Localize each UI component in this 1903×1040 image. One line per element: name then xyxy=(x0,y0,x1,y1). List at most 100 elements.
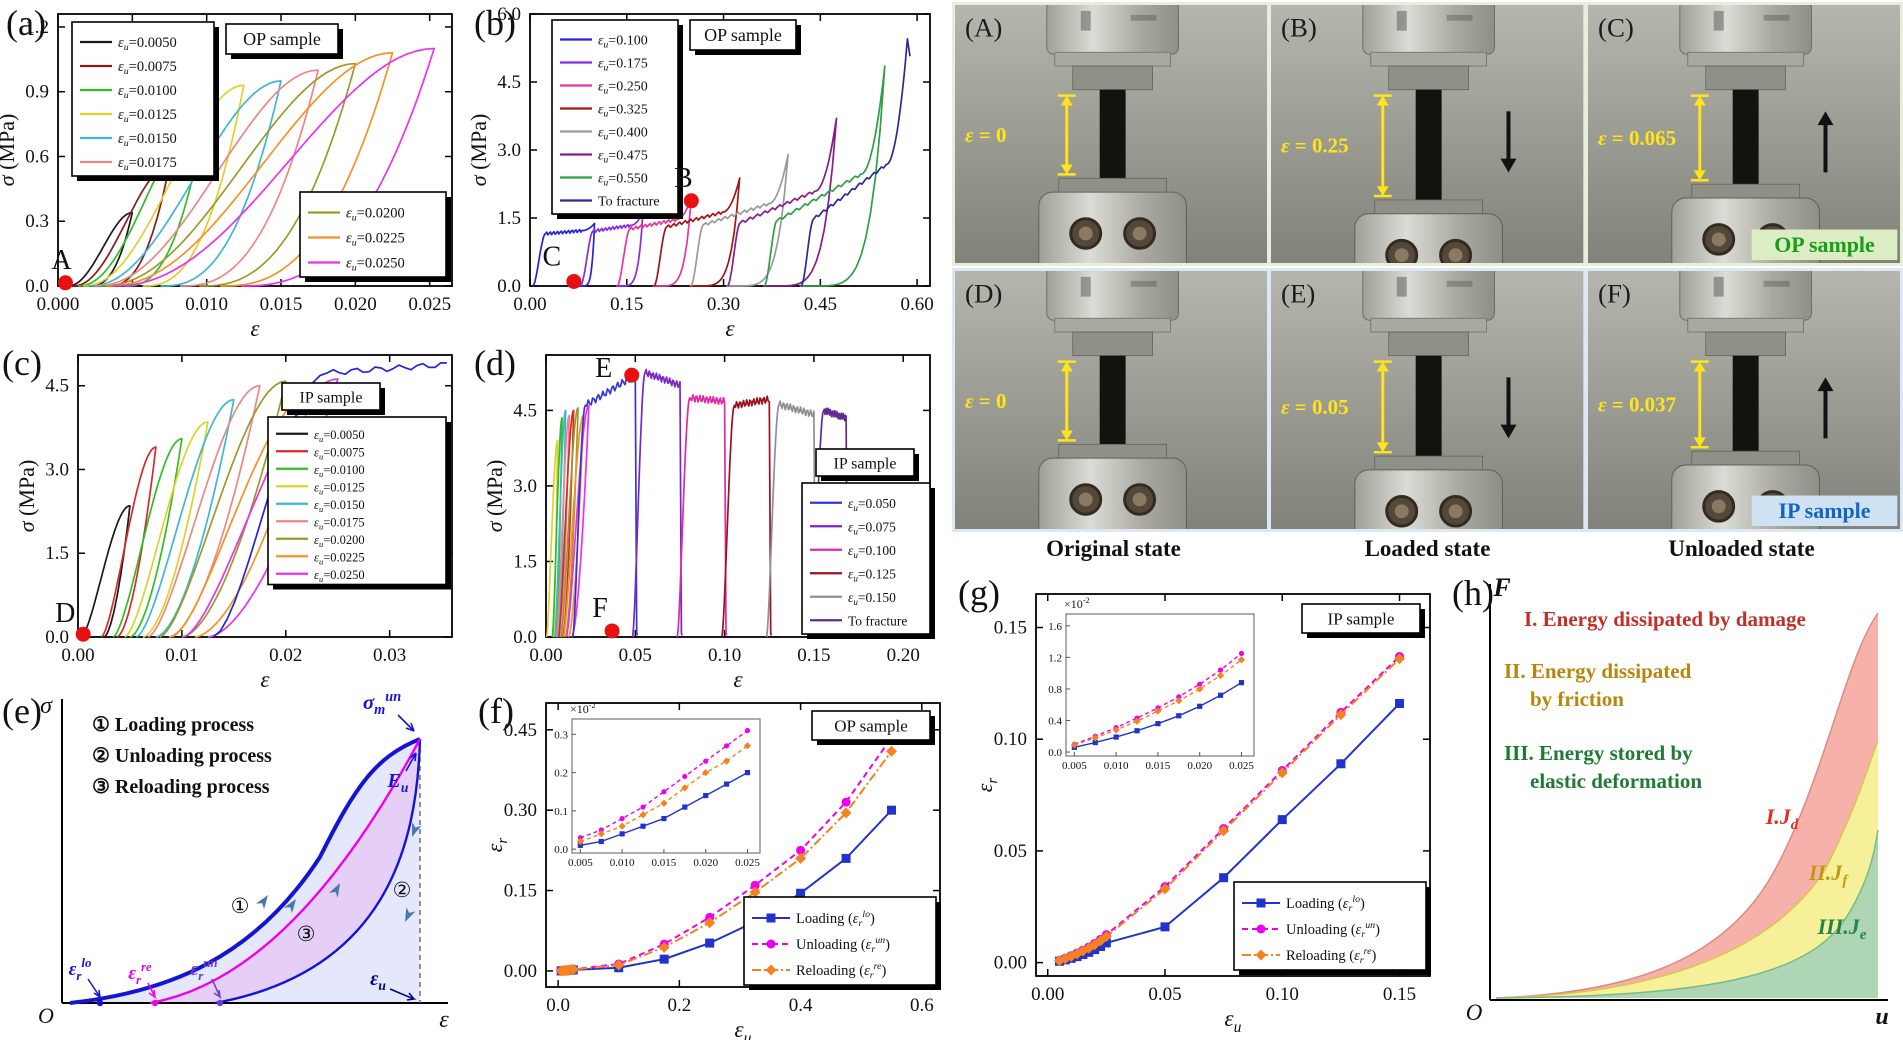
svg-text:0.00: 0.00 xyxy=(529,645,562,666)
caption-loaded-state: Loaded state xyxy=(1364,536,1491,561)
bottom-grip xyxy=(1038,191,1188,351)
svg-text:0.015: 0.015 xyxy=(260,294,303,315)
unloading-curve xyxy=(214,738,422,1005)
svg-text:by friction: by friction xyxy=(1530,687,1624,711)
svg-text:OP sample: OP sample xyxy=(1774,233,1875,257)
photo-cell-F: ε = 0.037 (F) IP sample xyxy=(1587,262,1900,624)
svg-text:1.5: 1.5 xyxy=(45,543,69,564)
panel-label-d: (d) xyxy=(474,343,516,383)
series-ε_u=0.125 xyxy=(721,395,773,638)
sample-banner xyxy=(1751,229,1897,261)
svg-text:σ (MPa): σ (MPa) xyxy=(0,114,19,187)
top-grip xyxy=(1362,0,1496,55)
svg-text:0.00: 0.00 xyxy=(504,961,537,982)
photo-cell-A: ε = 0 (A) xyxy=(955,0,1268,351)
panel-label-c: (c) xyxy=(2,343,42,383)
svg-text:ε: ε xyxy=(250,316,260,337)
svg-text:1.5: 1.5 xyxy=(497,208,521,229)
svg-text:IP sample: IP sample xyxy=(1328,610,1395,629)
series-ε_u=0.0200 xyxy=(100,62,357,287)
svg-text:0.2: 0.2 xyxy=(554,768,568,780)
svg-text:Reloading (εrre): Reloading (εrre) xyxy=(796,961,886,981)
svg-text:0.4: 0.4 xyxy=(1048,716,1062,728)
svg-text:6.0: 6.0 xyxy=(497,4,521,25)
series-sloop xyxy=(553,409,567,638)
reloading-curve xyxy=(149,738,422,1005)
svg-text:0.10: 0.10 xyxy=(708,645,741,666)
svg-text:OP sample: OP sample xyxy=(243,29,321,49)
svg-text:ε: ε xyxy=(725,316,735,337)
svg-text:0.05: 0.05 xyxy=(619,645,652,666)
svg-text:εu=0.0150: εu=0.0150 xyxy=(118,131,177,149)
svg-text:0.000: 0.000 xyxy=(37,294,80,315)
svg-text:ε: ε xyxy=(439,1007,449,1033)
svg-text:0.05: 0.05 xyxy=(1148,984,1181,1005)
region-friction xyxy=(1496,740,1878,998)
photo-(C): ε = 0.065 (C) OP sample xyxy=(1587,0,1900,357)
specimen xyxy=(1732,355,1759,452)
sample-banner xyxy=(1751,495,1897,527)
svg-text:0.20: 0.20 xyxy=(887,645,920,666)
series-ε_u=0.550 xyxy=(763,65,886,287)
photo-cell-E: ε = 0.05 (E) xyxy=(1271,262,1584,628)
svg-text:σmun: σmun xyxy=(363,689,401,718)
series-ε_u=0.175 xyxy=(579,211,644,287)
series-ε_u=0.0125 xyxy=(83,84,245,287)
svg-text:ε = 0.065: ε = 0.065 xyxy=(1598,126,1676,150)
series-ε_u=0.100 xyxy=(676,394,728,638)
point-A xyxy=(57,275,73,291)
svg-text:εu=0.400: εu=0.400 xyxy=(598,126,648,143)
svg-text:O: O xyxy=(38,1003,54,1028)
svg-text:0.0: 0.0 xyxy=(45,627,69,648)
svg-text:Unloading (εrun): Unloading (εrun) xyxy=(796,935,890,955)
svg-text:(C): (C) xyxy=(1598,13,1634,43)
point-C xyxy=(566,273,582,289)
schematic-e: σ ε O ① Loading process ② Unloading process ③… xyxy=(38,689,449,1033)
series-ε_u=0.050 xyxy=(571,372,639,638)
svg-text:0.005: 0.005 xyxy=(111,294,154,315)
svg-text:1.5: 1.5 xyxy=(513,551,537,572)
svg-text:εu=0.0200: εu=0.0200 xyxy=(346,206,405,224)
svg-text:εu=0.0075: εu=0.0075 xyxy=(314,445,365,461)
schematic-e-loading-cycle: σ ε O ① Loading process ② Unloading process ③… xyxy=(0,687,472,1040)
svg-text:3.0: 3.0 xyxy=(513,476,537,497)
svg-text:εu=0.0050: εu=0.0050 xyxy=(118,35,177,53)
panel-label-f: (f) xyxy=(478,691,514,731)
series-ε_u=0.0125 xyxy=(124,421,209,638)
series-ε_u=0.0175 xyxy=(94,69,320,287)
series-To fracture xyxy=(800,38,911,287)
point-F xyxy=(604,623,620,639)
bottom-grip xyxy=(1354,213,1504,372)
svg-text:E: E xyxy=(595,353,612,384)
photo-(E): ε = 0.05 (E) xyxy=(1271,262,1584,628)
series-ε_u=0.0075 xyxy=(100,446,157,638)
svg-text:σ: σ xyxy=(40,693,53,719)
svg-text:F: F xyxy=(1492,573,1510,602)
svg-text:③ Reloading process: ③ Reloading process xyxy=(92,776,270,798)
photo-cell-C: ε = 0.065 (C) OP sample xyxy=(1587,0,1900,357)
photo-row-op: ε = 0 (A) ε = 0.25 (B) ε = 0.065 (C) OP sample xyxy=(952,0,1903,372)
svg-text:εu=0.0225: εu=0.0225 xyxy=(346,231,405,249)
point-B xyxy=(683,193,699,209)
series-ε_u=0.250 xyxy=(616,196,693,287)
svg-text:εu=0.175: εu=0.175 xyxy=(598,57,648,74)
svg-text:σ (MPa): σ (MPa) xyxy=(14,460,39,533)
panel-label-b: (b) xyxy=(474,3,516,43)
svg-text:εu=0.100: εu=0.100 xyxy=(848,543,896,560)
svg-text:Unloading (εrun): Unloading (εrun) xyxy=(1286,920,1380,940)
series-ε_u=0.0200 xyxy=(159,380,287,638)
top-grip xyxy=(1678,262,1812,321)
svg-text:IP sample: IP sample xyxy=(300,390,363,407)
svg-text:0.05: 0.05 xyxy=(994,841,1027,862)
svg-text:εu=0.150: εu=0.150 xyxy=(848,590,896,607)
series-sloop xyxy=(555,414,571,638)
svg-text:0.020: 0.020 xyxy=(693,857,718,869)
svg-text:0.025: 0.025 xyxy=(1229,760,1254,772)
svg-text:σ (MPa): σ (MPa) xyxy=(468,114,491,187)
svg-text:εu: εu xyxy=(735,1017,752,1040)
svg-text:ε = 0.25: ε = 0.25 xyxy=(1281,134,1349,158)
load-arrow-down xyxy=(1500,158,1517,173)
chart-c-ip-cyclic-small: 0.00 0.01 0.02 0.03 0.0 1.5 3.0 4.5 ε σ (MPa) IP s… xyxy=(0,337,468,692)
svg-text:0.0: 0.0 xyxy=(497,276,521,297)
svg-text:0.020: 0.020 xyxy=(1187,760,1212,772)
